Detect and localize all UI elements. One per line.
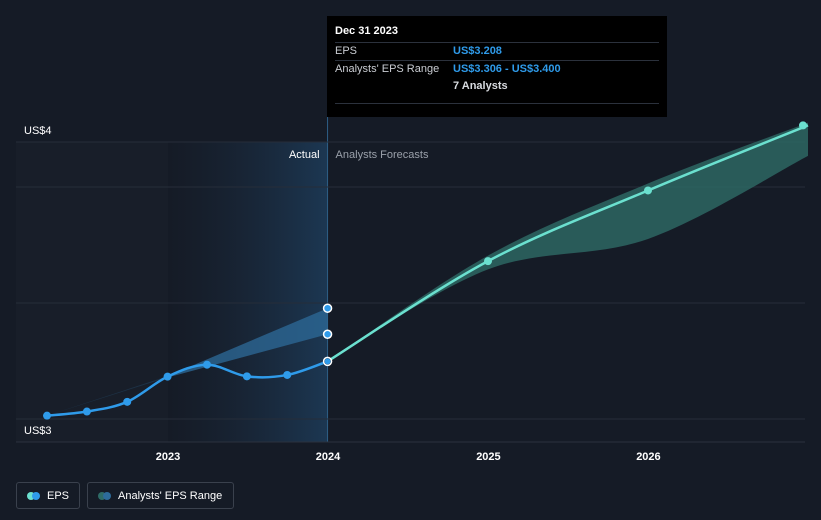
tooltip-date: Dec 31 2023 — [335, 25, 398, 37]
tooltip-range-value: US$3.306 - US$3.400 — [453, 63, 561, 75]
x-tick-label-2023: 2023 — [156, 451, 180, 463]
forecast-point-2025-12-31 — [644, 186, 652, 195]
tooltip-analysts-count: 7 Analysts — [453, 80, 508, 92]
actual-section-label: Actual — [289, 149, 320, 161]
past-shade-recent — [168, 142, 328, 442]
eps-point-2022-09-30 — [123, 397, 132, 406]
y-tick-label-4: US$4 — [24, 125, 52, 137]
tooltip-eps-row: EPS US$3.208 — [335, 42, 659, 60]
forecast-point-2024-12-31 — [484, 257, 492, 266]
legend-eps-label: EPS — [47, 489, 70, 502]
forecast-eps-range-band — [327, 122, 808, 362]
eps-legend-icon — [27, 491, 40, 500]
tooltip-analysts-row: 7 Analysts — [335, 78, 659, 95]
forecast-point-2026-12-31 — [799, 121, 807, 130]
x-tick-label-2025: 2025 — [476, 451, 500, 463]
eps-point-2022-06-30 — [82, 407, 91, 416]
past-eps-range-band — [167, 308, 328, 378]
x-tick-label-2026: 2026 — [636, 451, 660, 463]
eps-point-2022-03-31 — [43, 411, 52, 420]
eps-forecast-line — [326, 124, 809, 363]
eps-point-2023-03-31 — [203, 360, 212, 369]
eps-point-fill-2023-12-31 — [324, 358, 331, 365]
legend-eps-range[interactable]: Analysts' EPS Range — [87, 482, 234, 509]
legend-eps[interactable]: EPS — [16, 482, 80, 509]
x-tick-label-2024: 2024 — [316, 451, 341, 463]
eps-point-2023-06-30 — [242, 372, 251, 381]
tooltip-divider — [335, 103, 659, 104]
eps-range-legend-icon — [98, 491, 111, 500]
range-marker-1 — [322, 303, 333, 313]
tooltip-eps-value: US$3.208 — [453, 45, 502, 57]
eps-point-2022-12-31 — [163, 372, 172, 381]
y-tick-label-3: US$3 — [24, 425, 52, 437]
legend-range-label: Analysts' EPS Range — [118, 489, 223, 502]
eps-point-2023-09-30 — [283, 370, 292, 379]
range-marker-0 — [322, 329, 333, 339]
tooltip-eps-label: EPS — [335, 45, 358, 57]
tooltip-range-label: Analysts' EPS Range — [335, 63, 440, 75]
forecast-section-label: Analysts Forecasts — [336, 149, 429, 161]
eps-tooltip: Dec 31 2023 EPS US$3.208 Analysts' EPS R… — [327, 16, 667, 117]
tooltip-range-row: Analysts' EPS Range US$3.306 - US$3.400 — [335, 60, 659, 78]
past-eps-range-leadin — [47, 376, 168, 416]
